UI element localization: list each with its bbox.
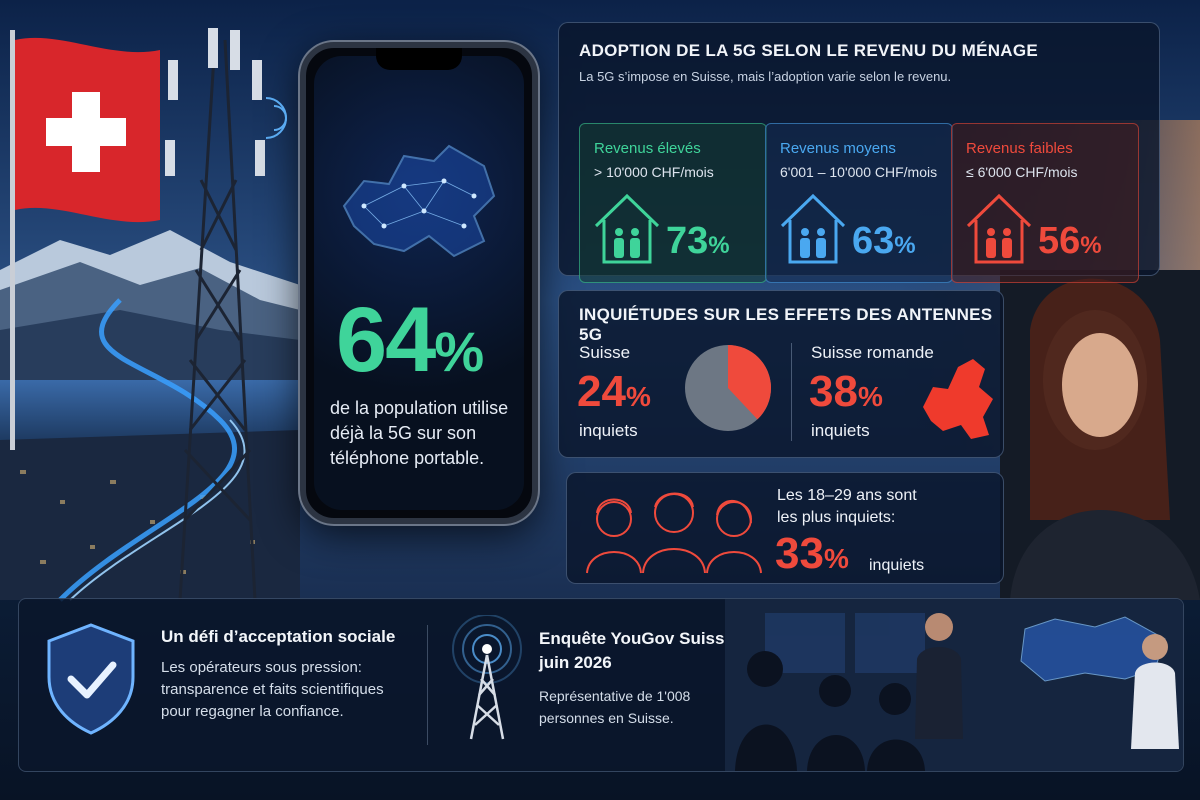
household-icon: [966, 193, 1032, 264]
concerns-title: INQUIÉTUDES SUR LES EFFETS DES ANTENNES …: [579, 305, 993, 344]
meeting-scene-image: [725, 599, 1183, 771]
youth-line1: Les 18–29 ans sont: [777, 487, 917, 504]
signal-waves-icon: [265, 97, 287, 139]
romandie-value: 38%: [809, 367, 883, 416]
income-card-high: Revenus élevés > 10'000 CHF/mois 73%: [579, 123, 767, 283]
concern-pie-chart: [685, 345, 771, 431]
hero-caption: de la population utilise déjà la 5G sur …: [330, 398, 509, 468]
card-name: Revenus moyens: [780, 140, 896, 157]
shield-check-icon: [47, 623, 135, 735]
survey-title: Enquête YouGov Suisse – juin 2026: [539, 629, 749, 672]
card-range: 6'001 – 10'000 CHF/mois: [780, 164, 938, 180]
household-icon: [594, 193, 660, 264]
switzerland-value: 24%: [577, 367, 651, 416]
card-value: 63%: [852, 220, 916, 262]
phone-screen: [314, 56, 524, 510]
young-people-icon: [586, 492, 762, 574]
income-panel: ADOPTION DE LA 5G SELON LE REVENU DU MÉN…: [558, 22, 1160, 283]
income-card-medium: Revenus moyens 6'001 – 10'000 CHF/mois 6…: [765, 123, 953, 283]
acceptance-text: Les opérateurs sous pression: transparen…: [161, 659, 384, 720]
switzerland-caption: inquiets: [579, 421, 638, 440]
card-range: ≤ 6'000 CHF/mois: [966, 164, 1078, 180]
phone-mockup: 64% de la population utilise déjà la 5G …: [300, 42, 538, 524]
card-range: > 10'000 CHF/mois: [594, 164, 714, 180]
phone-notch: [376, 48, 462, 70]
antenna-icon: [452, 615, 522, 740]
income-title: ADOPTION DE LA 5G SELON LE REVENU DU MÉN…: [579, 41, 1039, 60]
romandie-caption: inquiets: [811, 421, 870, 440]
divider: [427, 625, 428, 745]
romandie-map-icon: [923, 359, 993, 439]
card-name: Revenus élevés: [594, 140, 701, 157]
switzerland-label: Suisse: [579, 343, 631, 362]
income-card-low: Revenus faibles ≤ 6'000 CHF/mois 56%: [951, 123, 1139, 283]
romandie-label: Suisse romande: [811, 343, 934, 362]
concerns-panel: INQUIÉTUDES SUR LES EFFETS DES ANTENNES …: [558, 290, 1004, 458]
divider: [791, 343, 792, 441]
bottom-info-bar: Un défi d’acceptation sociale Les opérat…: [18, 598, 1184, 772]
card-value: 73%: [666, 220, 730, 262]
youth-value: 33%: [775, 529, 849, 578]
card-value: 56%: [1038, 220, 1102, 262]
pie-slice-concerned: [728, 345, 771, 420]
survey-text: Représentative de 1'008 personnes en Sui…: [539, 688, 691, 726]
youth-line2: les plus inquiets:: [777, 509, 896, 526]
income-subtitle: La 5G s’impose en Suisse, mais l’adoptio…: [579, 69, 952, 84]
household-icon: [780, 193, 846, 264]
youth-panel: Les 18–29 ans sont les plus inquiets: 33…: [566, 472, 1004, 584]
acceptance-title: Un défi d’acceptation sociale: [161, 627, 396, 646]
hero-percentage: 64%: [336, 289, 484, 391]
card-name: Revenus faibles: [966, 140, 1073, 157]
switzerland-map-icon: [342, 144, 496, 258]
youth-caption: inquiets: [869, 557, 925, 574]
